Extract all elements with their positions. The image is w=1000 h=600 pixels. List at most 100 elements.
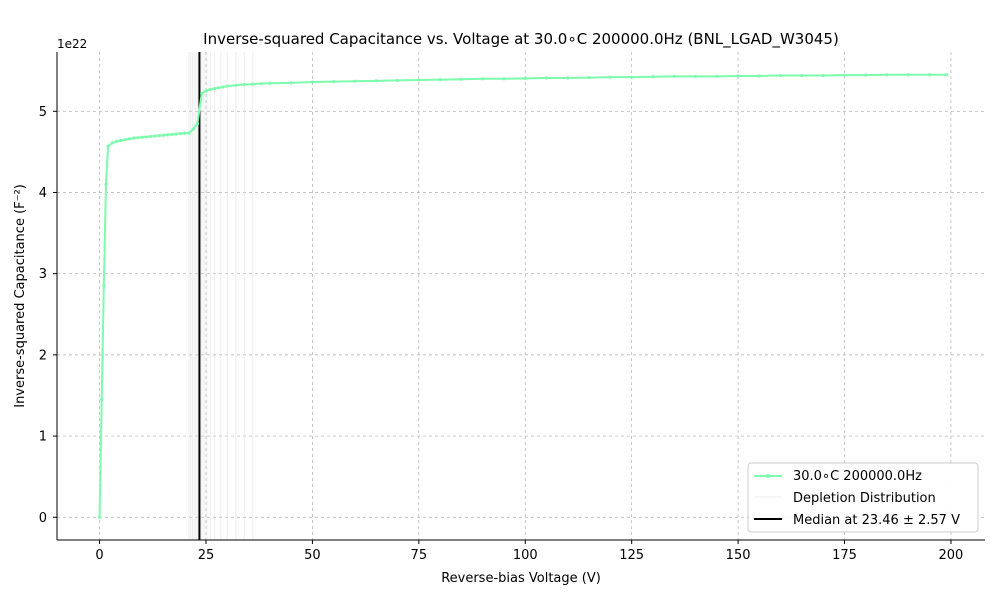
- series-point: [144, 135, 148, 139]
- series-point: [821, 73, 825, 78]
- series-point: [225, 84, 229, 88]
- series-point: [100, 397, 104, 402]
- x-tick-label: 125: [619, 548, 644, 563]
- series-point: [757, 74, 761, 78]
- x-tick-label: 150: [726, 548, 751, 563]
- series-point: [195, 121, 200, 126]
- y-tick-label: 2: [39, 348, 47, 363]
- series-point: [166, 133, 170, 137]
- x-tick-label: 0: [95, 548, 103, 563]
- series-point: [630, 75, 634, 79]
- series-point: [736, 74, 740, 78]
- series-point: [693, 74, 698, 78]
- series-point: [161, 133, 166, 137]
- series-point: [459, 77, 464, 81]
- series-point: [221, 85, 225, 89]
- series-point: [183, 131, 187, 135]
- series-point: [178, 132, 183, 136]
- series-point: [587, 75, 591, 80]
- y-tick-label: 1: [39, 430, 47, 445]
- series-line: [98, 73, 947, 518]
- series-point: [204, 89, 208, 93]
- series-point: [153, 134, 157, 138]
- series-point: [779, 73, 783, 78]
- legend-box: [747, 462, 979, 533]
- legend-marker-series: [766, 474, 770, 478]
- chart-title: Inverse-squared Capacitance vs. Voltage …: [203, 30, 839, 49]
- series-point: [395, 78, 400, 83]
- series-point: [149, 134, 153, 139]
- series-point: [187, 131, 191, 135]
- y-tick-label: 4: [39, 186, 47, 201]
- series-point: [906, 73, 910, 77]
- series-point: [174, 132, 178, 136]
- legend: 30.0∘C 200000.0Hz Depletion Distribution…: [747, 462, 979, 533]
- series-point: [864, 73, 868, 77]
- series-point: [104, 182, 108, 186]
- series-point: [119, 138, 123, 143]
- series-point: [200, 91, 204, 96]
- legend-label-series: 30.0∘C 200000.0Hz: [793, 469, 922, 484]
- series-point: [234, 83, 238, 87]
- x-ticks: 0 25 50 75 100 125 150 175 200: [95, 540, 963, 563]
- series-point: [106, 144, 110, 148]
- grid: [57, 52, 985, 540]
- series-point: [332, 80, 336, 84]
- series-point: [212, 86, 217, 91]
- series-point: [523, 76, 527, 80]
- y-tick-label: 5: [39, 105, 47, 120]
- y-ticks: 0 1 2 3 4 5: [39, 105, 57, 526]
- series-point: [123, 138, 127, 142]
- y-axis-label: Inverse-squared Capacitance (F⁻²): [13, 184, 28, 408]
- series-point: [945, 73, 949, 77]
- series-point: [191, 127, 195, 131]
- series-point: [651, 75, 655, 79]
- series-point: [289, 81, 293, 85]
- series-point: [208, 87, 212, 91]
- series-point: [114, 139, 119, 143]
- series-point: [353, 79, 357, 83]
- series-point: [438, 78, 442, 82]
- x-tick-label: 75: [411, 548, 428, 563]
- series-point: [566, 76, 570, 80]
- series-point: [242, 82, 246, 87]
- y-offset-text: 1e22: [57, 37, 87, 51]
- series-point: [928, 73, 932, 77]
- series-point: [157, 134, 161, 138]
- legend-label-depletion: Depletion Distribution: [793, 491, 936, 506]
- series-point: [132, 136, 136, 140]
- series-point: [608, 75, 612, 79]
- x-tick-label: 25: [198, 548, 215, 563]
- x-tick-label: 175: [832, 548, 857, 563]
- series-point: [544, 76, 549, 80]
- x-axis-label: Reverse-bias Voltage (V): [441, 571, 601, 586]
- series-point: [502, 77, 506, 81]
- series-point: [672, 74, 676, 78]
- series-point: [417, 78, 421, 82]
- series-point: [136, 136, 140, 140]
- series-point: [97, 515, 102, 519]
- series-point: [110, 141, 114, 145]
- series-point: [310, 80, 315, 84]
- series-point: [481, 77, 485, 81]
- plot-area: 0 25 50 75 100 125 150 175 200 0 1 2 3 4 5: [39, 52, 985, 563]
- series-point: [800, 73, 804, 78]
- x-tick-label: 100: [513, 548, 538, 563]
- series-point: [127, 137, 131, 141]
- series-point: [259, 82, 263, 86]
- series-point: [842, 73, 847, 77]
- series-point: [885, 73, 889, 77]
- legend-label-median: Median at 23.46 ± 2.57 V: [793, 513, 960, 528]
- series-point: [170, 132, 174, 137]
- series-point: [217, 86, 221, 90]
- series-group: [97, 73, 949, 519]
- series-point: [140, 135, 144, 139]
- series-point: [268, 81, 272, 85]
- x-tick-label: 50: [304, 548, 321, 563]
- y-tick-label: 0: [39, 511, 47, 526]
- series-point: [102, 284, 106, 288]
- series-point: [715, 74, 719, 78]
- series-point: [251, 82, 255, 86]
- x-tick-label: 200: [939, 548, 964, 563]
